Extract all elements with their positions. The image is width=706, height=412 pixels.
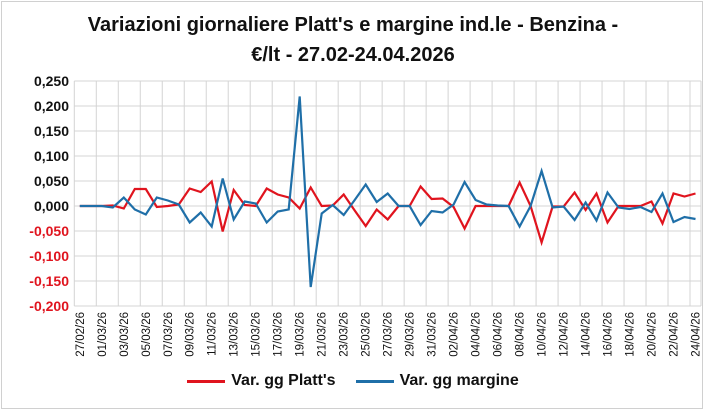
x-tick-label: 08/04/26: [515, 312, 527, 357]
x-tick-label: 03/03/26: [119, 312, 131, 357]
x-tick-label: 27/02/26: [75, 312, 87, 357]
series-line-platts: [79, 179, 696, 247]
x-tick-label: 17/03/26: [273, 312, 285, 357]
legend-swatch-platts: [187, 379, 226, 383]
legend: Var. gg Platt's Var. gg margine: [0, 372, 706, 390]
y-tick-label: 0,000: [34, 198, 69, 214]
x-tick-label: 05/03/26: [141, 312, 153, 357]
y-tick-label: -0,100: [29, 248, 69, 264]
y-tick-label: 0,050: [34, 173, 69, 189]
y-tick-label: 0,100: [34, 148, 69, 164]
x-tick-label: 20/04/26: [647, 312, 659, 357]
x-tick-label: 01/03/26: [97, 312, 109, 357]
y-tick-label: 0,200: [34, 98, 69, 114]
legend-label-margine: Var. gg margine: [399, 372, 519, 389]
legend-swatch-margine: [355, 379, 394, 383]
chart-title-line1: Variazioni giornaliere Platt's e margine…: [87, 14, 619, 36]
legend-item-margine: Var. gg margine: [355, 372, 519, 390]
series-line-margine: [79, 96, 696, 288]
x-tick-label: 29/03/26: [405, 312, 417, 357]
x-tick-label: 13/03/26: [229, 312, 241, 357]
x-tick-label: 15/03/26: [251, 312, 263, 357]
x-tick-label: 21/03/26: [317, 312, 329, 357]
legend-item-platts: Var. gg Platt's: [187, 372, 336, 390]
x-tick-label: 25/03/26: [361, 312, 373, 357]
x-tick-label: 12/04/26: [559, 312, 571, 357]
x-tick-label: 11/03/26: [207, 312, 219, 356]
x-tick-label: 22/04/26: [669, 312, 681, 357]
y-tick-label: 0,250: [34, 73, 69, 89]
x-tick-label: 16/04/26: [603, 312, 615, 357]
x-tick-label: 07/03/26: [163, 312, 175, 357]
x-tick-label: 23/03/26: [339, 312, 351, 357]
y-tick-label: -0,150: [29, 273, 69, 289]
x-tick-label: 31/03/26: [427, 312, 439, 357]
y-tick-label: 0,150: [34, 123, 69, 139]
x-tick-label: 02/04/26: [449, 312, 461, 357]
x-tick-label: 19/03/26: [295, 312, 307, 357]
x-tick-label: 10/04/26: [537, 312, 549, 357]
x-tick-label: 04/04/26: [471, 312, 483, 357]
y-tick-label: -0,050: [29, 223, 69, 239]
x-tick-label: 09/03/26: [185, 312, 197, 357]
x-tick-label: 18/04/26: [625, 312, 637, 357]
legend-label-platts: Var. gg Platt's: [231, 372, 336, 389]
chart-title-line2: €/lt - 27.02-24.04.2026: [251, 44, 455, 66]
x-tick-label: 24/04/26: [691, 312, 703, 357]
y-tick-label: -0,200: [29, 298, 69, 314]
x-tick-label: 27/03/26: [383, 312, 395, 357]
x-tick-label: 14/04/26: [581, 312, 593, 357]
x-tick-label: 06/04/26: [493, 312, 505, 357]
